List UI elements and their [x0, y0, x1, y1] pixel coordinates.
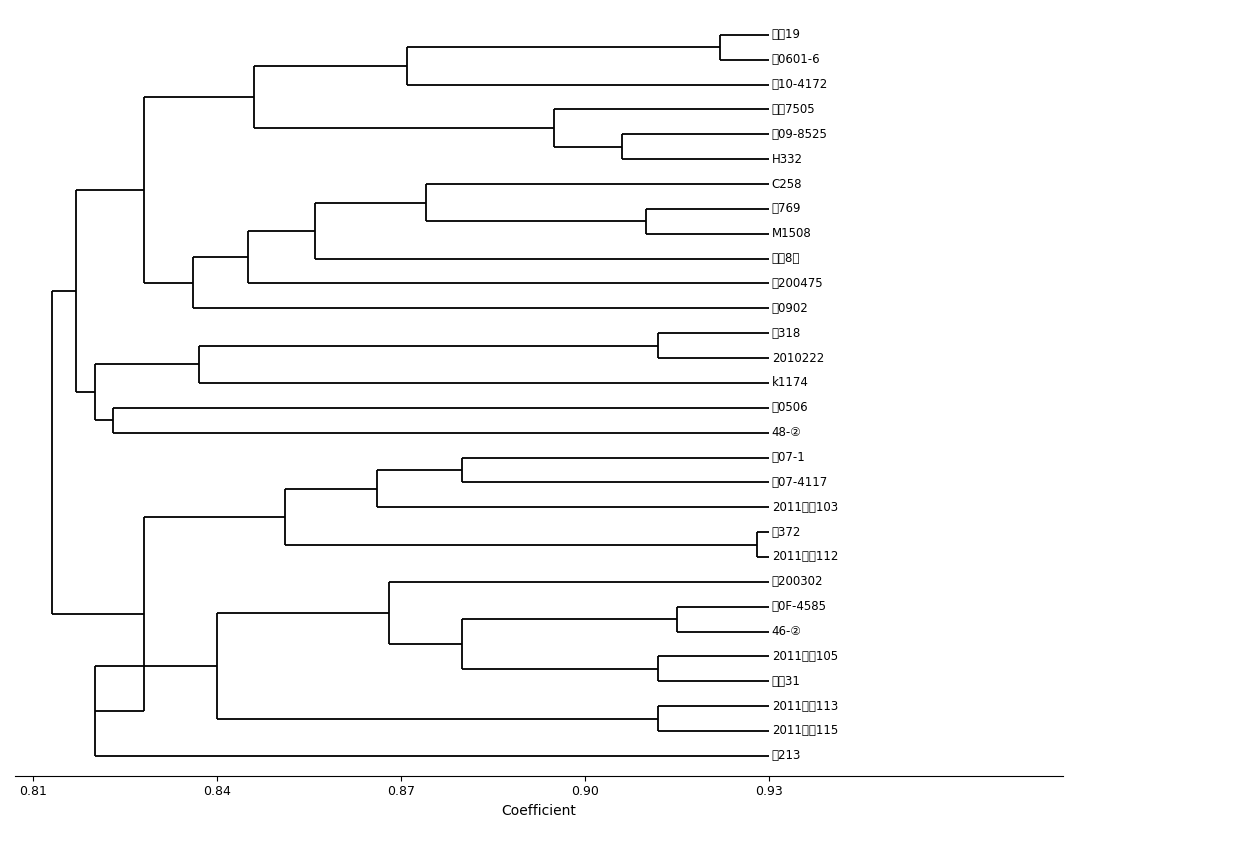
Text: 航谷8号: 航谷8号: [772, 252, 800, 265]
Text: k1174: k1174: [772, 377, 809, 389]
Text: 2010222: 2010222: [772, 352, 824, 365]
Text: 冀谷31: 冀谷31: [772, 675, 800, 688]
Text: 2011区域113: 2011区域113: [772, 700, 838, 712]
Text: 济0506: 济0506: [772, 401, 809, 414]
Text: 2011区域103: 2011区域103: [772, 501, 838, 513]
Text: 安0F-4585: 安0F-4585: [772, 600, 826, 613]
Text: M1508: M1508: [772, 227, 812, 241]
Text: 郑07-1: 郑07-1: [772, 451, 805, 464]
Text: 沧372: 沧372: [772, 525, 802, 539]
Text: 安10-4172: 安10-4172: [772, 78, 828, 91]
Text: 保200302: 保200302: [772, 575, 824, 588]
X-axis label: Coefficient: Coefficient: [502, 804, 576, 818]
Text: 2011区域115: 2011区域115: [772, 724, 838, 738]
Text: 2011区域105: 2011区域105: [772, 650, 838, 663]
Text: 冀谷19: 冀谷19: [772, 28, 800, 42]
Text: C258: C258: [772, 178, 803, 190]
Text: 京谷7505: 京谷7505: [772, 103, 815, 116]
Text: 衡200475: 衡200475: [772, 277, 824, 290]
Text: 46-②: 46-②: [772, 625, 802, 638]
Text: 48-②: 48-②: [772, 426, 802, 439]
Text: 衡0902: 衡0902: [772, 302, 809, 314]
Text: 保769: 保769: [772, 202, 802, 215]
Text: 济0601-6: 济0601-6: [772, 54, 820, 66]
Text: 沧318: 沧318: [772, 326, 802, 340]
Text: H332: H332: [772, 153, 803, 166]
Text: 保213: 保213: [772, 750, 802, 762]
Text: 安07-4117: 安07-4117: [772, 476, 828, 489]
Text: 2011区域112: 2011区域112: [772, 551, 839, 564]
Text: 安09-8525: 安09-8525: [772, 128, 828, 141]
